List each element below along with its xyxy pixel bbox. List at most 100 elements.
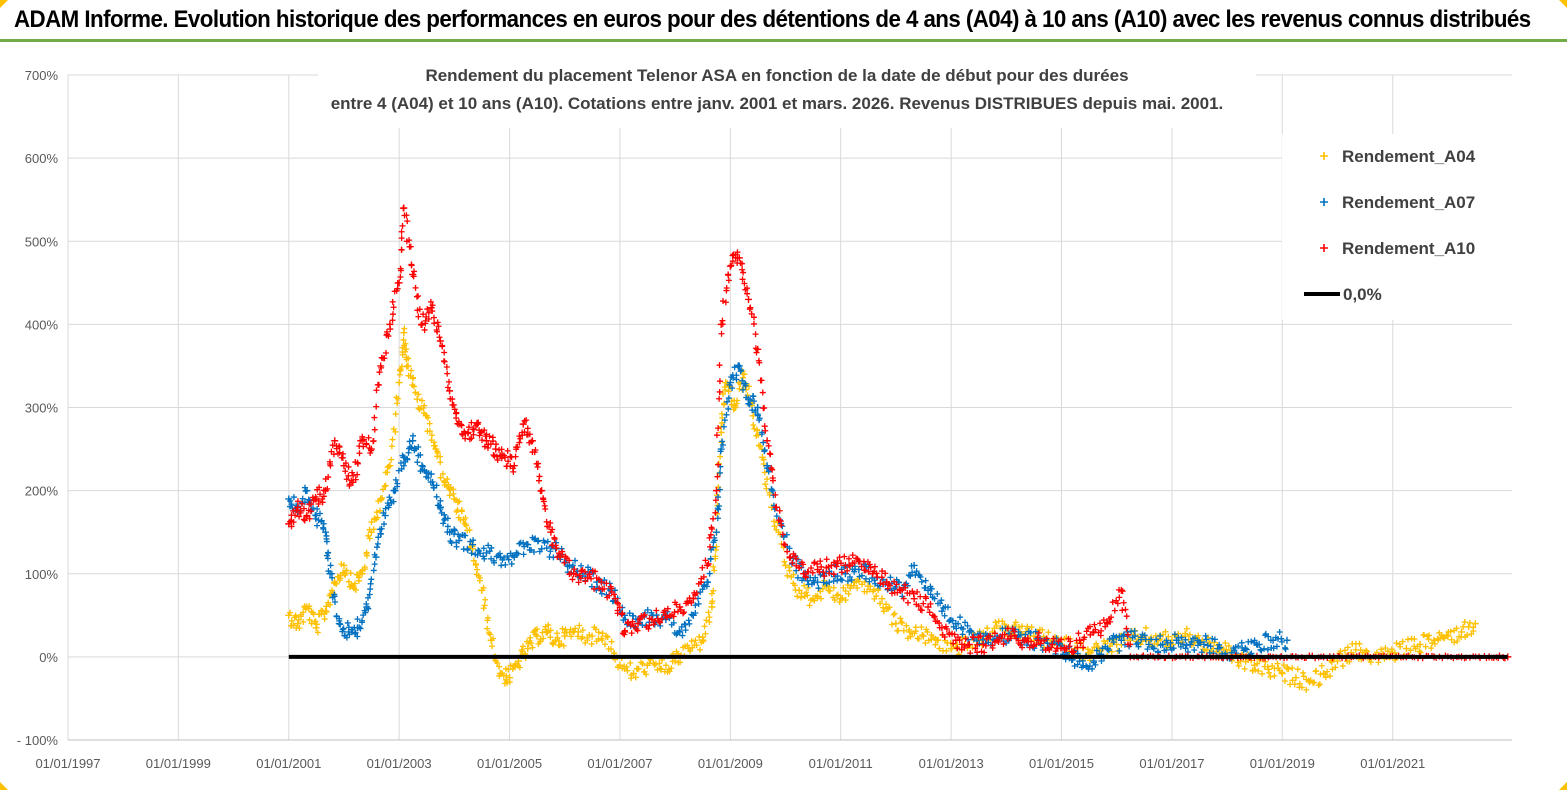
scatter-marker <box>579 634 586 641</box>
scatter-marker <box>477 429 484 436</box>
data-point <box>322 607 330 615</box>
scatter-marker <box>1393 640 1400 647</box>
data-point <box>938 607 946 615</box>
scatter-marker <box>520 551 527 558</box>
scatter-marker <box>406 237 413 244</box>
scatter-marker <box>1425 632 1432 639</box>
scatter-marker <box>462 532 469 539</box>
scatter-marker <box>588 575 595 582</box>
scatter-marker <box>1077 640 1084 647</box>
scatter-marker <box>721 417 728 424</box>
scatter-marker <box>528 640 535 647</box>
scatter-marker <box>297 507 304 514</box>
scatter-marker <box>318 517 325 524</box>
scatter-marker <box>1431 640 1438 647</box>
data-point <box>910 561 918 569</box>
scatter-marker <box>378 525 385 532</box>
scatter-marker <box>451 406 458 413</box>
scatter-marker <box>1074 644 1081 651</box>
scatter-marker <box>451 527 458 534</box>
scatter-marker <box>368 519 375 526</box>
scatter-marker <box>386 494 393 501</box>
corner-accent-bottom-left <box>0 782 8 790</box>
data-point <box>1278 670 1286 677</box>
scatter-marker <box>443 363 450 370</box>
scatter-marker <box>1011 622 1018 629</box>
scatter-marker <box>734 397 741 404</box>
scatter-marker <box>715 460 722 467</box>
scatter-marker <box>437 459 444 466</box>
scatter-marker <box>441 358 448 365</box>
scatter-marker <box>441 511 448 518</box>
scatter-marker <box>974 649 981 656</box>
scatter-marker <box>1094 644 1101 651</box>
scatter-marker <box>410 383 417 390</box>
scatter-marker <box>1266 669 1273 676</box>
scatter-marker <box>927 600 934 607</box>
scatter-marker <box>1282 646 1289 653</box>
scatter-marker <box>905 572 912 579</box>
scatter-marker <box>300 609 307 616</box>
scatter-marker <box>306 515 313 522</box>
scatter-marker <box>723 411 730 418</box>
scatter-marker <box>421 326 428 333</box>
scatter-marker <box>818 595 825 602</box>
scatter-marker <box>716 362 723 369</box>
scatter-marker <box>728 262 735 269</box>
scatter-marker <box>702 557 709 564</box>
scatter-marker <box>342 572 349 579</box>
scatter-marker <box>748 310 755 317</box>
scatter-marker <box>381 355 388 362</box>
scatter-marker <box>826 570 833 577</box>
scatter-marker <box>903 622 910 629</box>
scatter-marker <box>1012 619 1019 626</box>
scatter-marker <box>441 349 448 356</box>
scatter-marker <box>836 554 843 561</box>
scatter-marker <box>512 453 519 460</box>
scatter-marker <box>1004 625 1011 632</box>
scatter-marker <box>699 634 706 641</box>
scatter-marker <box>431 442 438 449</box>
scatter-marker <box>924 628 931 635</box>
scatter-marker <box>299 495 306 502</box>
scatter-marker <box>410 273 417 280</box>
scatter-marker <box>1178 634 1185 641</box>
scatter-marker <box>846 573 853 580</box>
scatter-marker <box>404 456 411 463</box>
scatter-marker <box>763 476 770 483</box>
x-tick-label: 01/01/2011 <box>809 756 873 771</box>
scatter-marker <box>991 630 998 637</box>
scatter-marker <box>323 538 330 545</box>
scatter-marker <box>1030 643 1037 650</box>
scatter-marker <box>450 486 457 493</box>
scatter-marker <box>729 258 736 265</box>
scatter-marker <box>329 574 336 581</box>
scatter-marker <box>424 306 431 313</box>
scatter-marker <box>345 463 352 470</box>
scatter-marker <box>361 564 368 571</box>
scatter-marker <box>618 611 625 618</box>
scatter-marker <box>547 548 554 555</box>
scatter-marker <box>717 453 724 460</box>
scatter-marker <box>842 597 849 604</box>
data-point <box>427 470 435 478</box>
scatter-marker <box>480 545 487 552</box>
scatter-marker <box>1183 625 1190 632</box>
scatter-marker <box>1162 628 1169 635</box>
scatter-marker <box>941 633 948 640</box>
scatter-marker <box>375 534 382 541</box>
scatter-marker <box>862 575 869 582</box>
scatter-marker <box>426 420 433 427</box>
scatter-marker <box>688 599 695 606</box>
scatter-marker <box>307 508 314 515</box>
series-Rendement_A07 <box>285 362 1291 672</box>
scatter-marker <box>336 449 343 456</box>
scatter-marker <box>725 405 732 412</box>
scatter-marker <box>968 628 975 635</box>
scatter-marker <box>713 543 720 550</box>
scatter-marker <box>1461 619 1468 626</box>
scatter-marker <box>759 389 766 396</box>
scatter-marker <box>922 577 929 584</box>
scatter-marker <box>290 519 297 526</box>
data-point <box>676 628 684 636</box>
